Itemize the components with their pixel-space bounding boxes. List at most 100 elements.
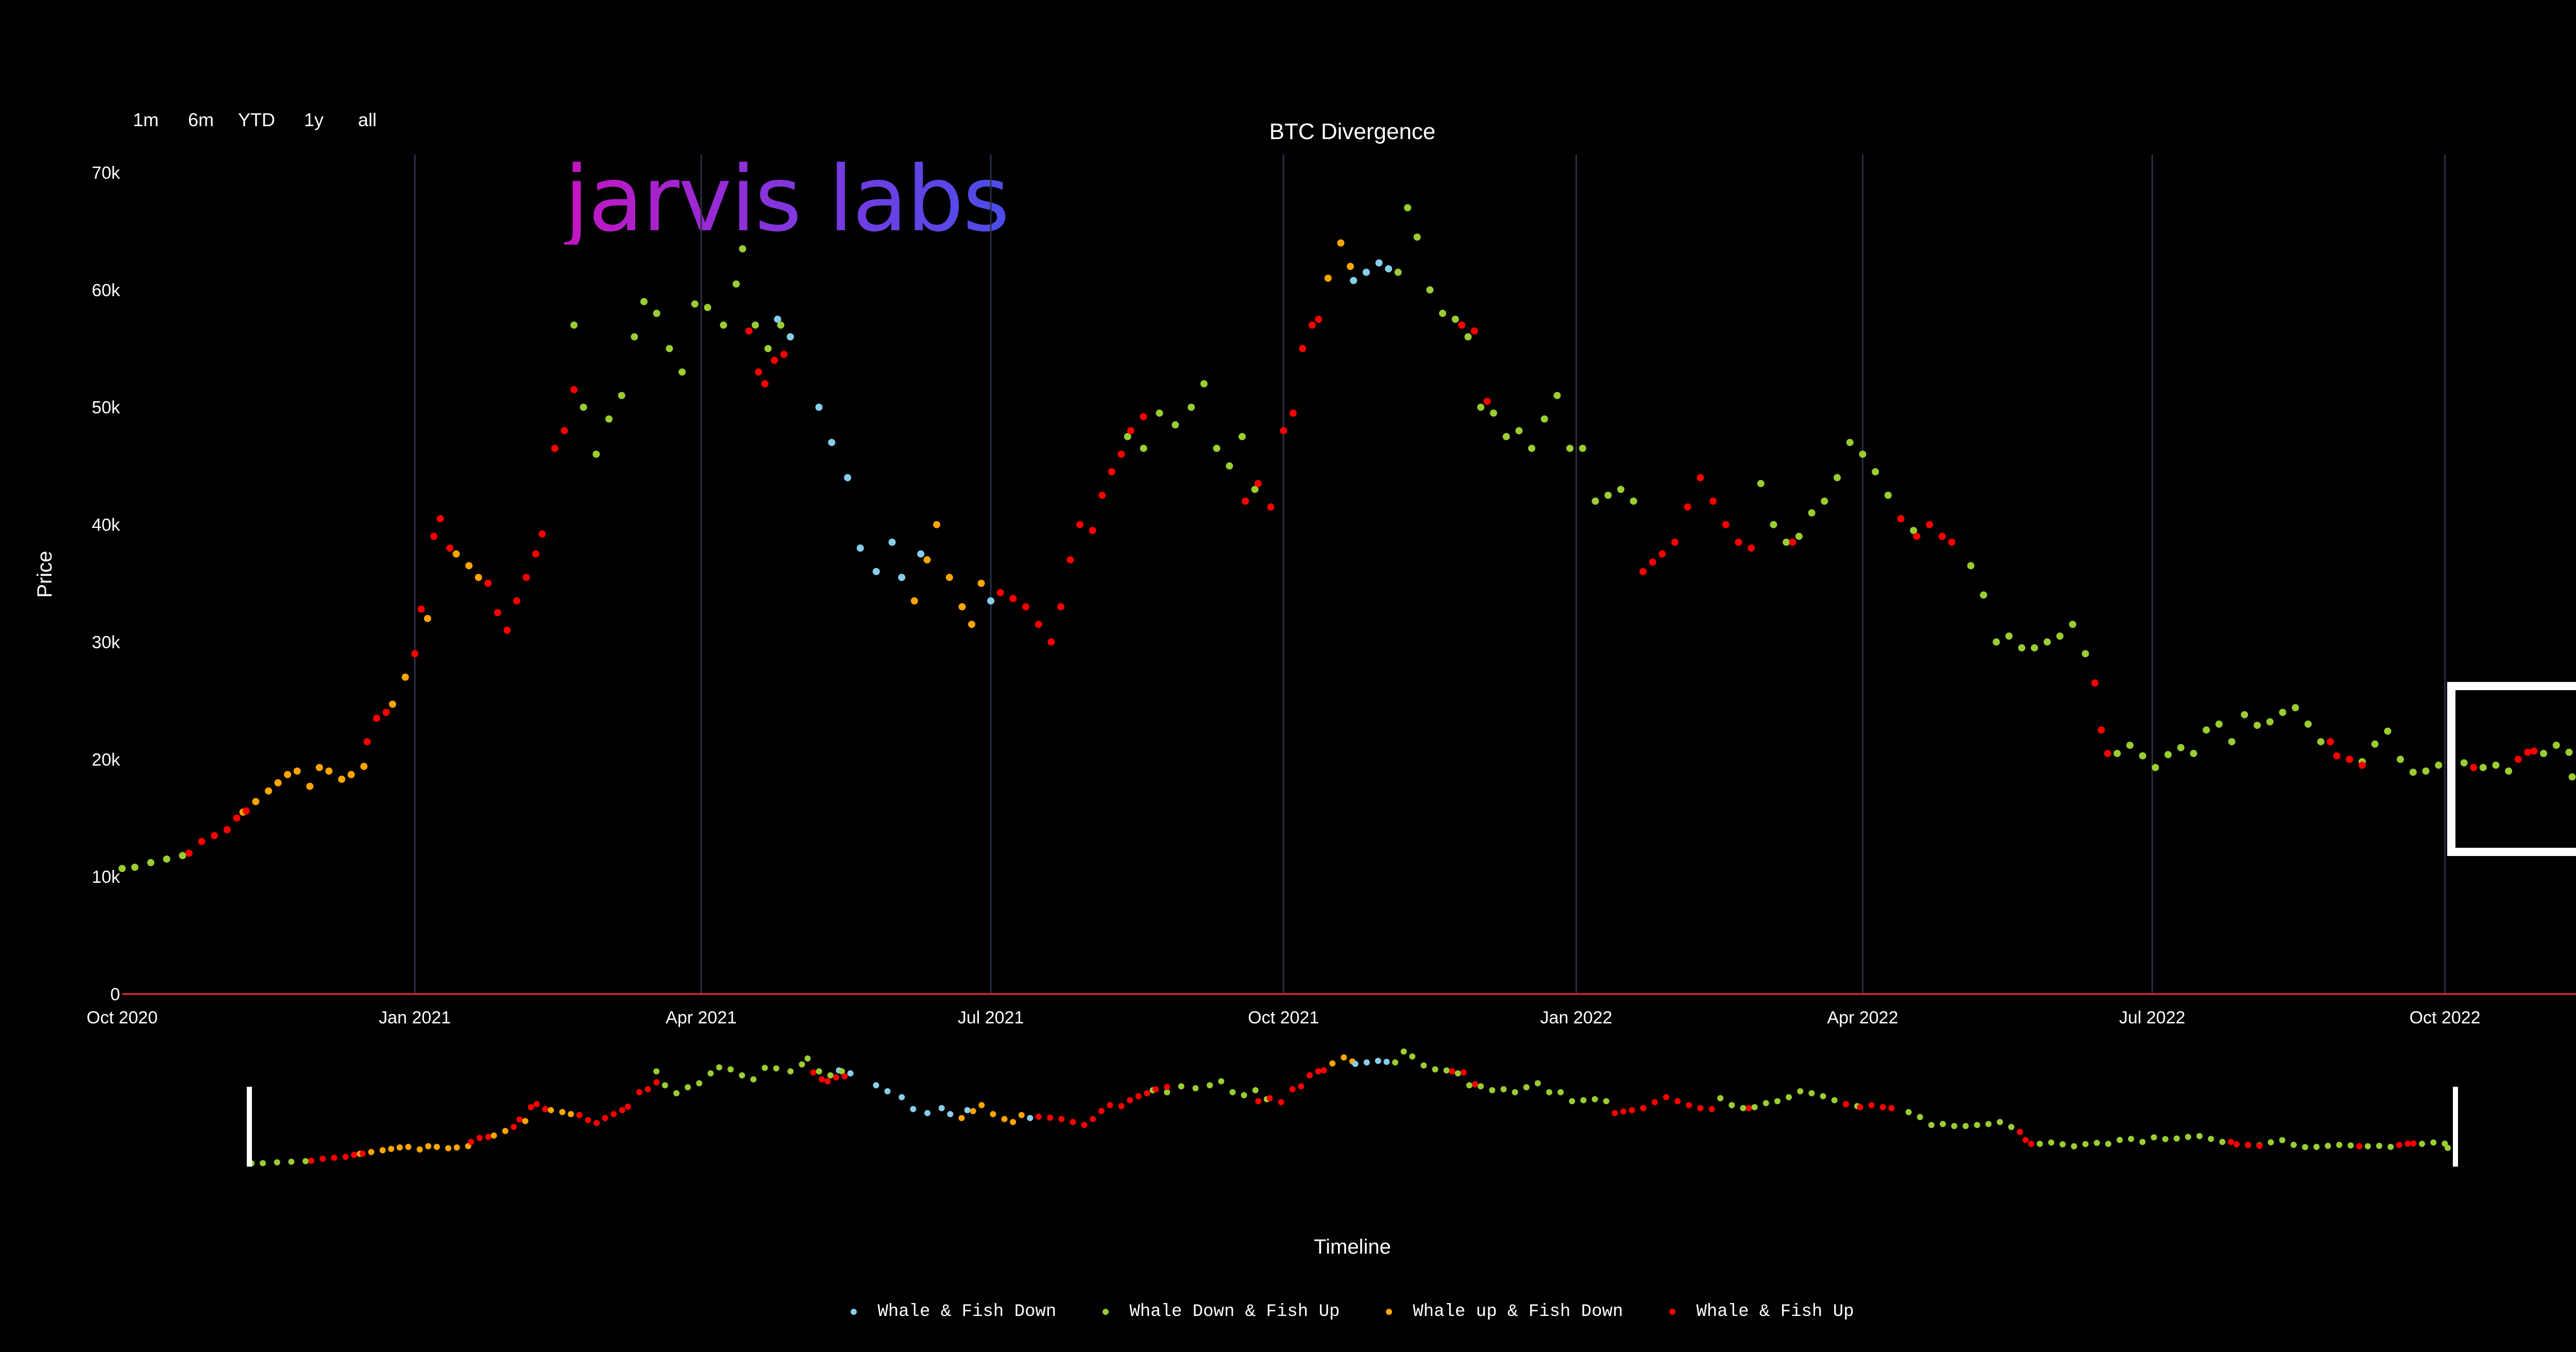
data-point: [1350, 277, 1358, 284]
data-point: [2514, 756, 2522, 763]
navigator-point: [819, 1076, 825, 1083]
navigator-left-handle[interactable]: [247, 1087, 252, 1167]
data-point: [1859, 450, 1867, 458]
data-point: [1057, 603, 1064, 611]
legend-label: Whale Down & Fish Up: [1129, 1302, 1340, 1322]
data-point: [1489, 409, 1497, 417]
zoom-selection-box[interactable]: [2447, 682, 2576, 856]
navigator-point: [379, 1147, 386, 1154]
navigator-point: [2116, 1137, 2123, 1143]
y-tick-label: 40k: [92, 516, 121, 535]
navigator-point: [1383, 1058, 1390, 1065]
navigator-point: [388, 1145, 395, 1152]
navigator-point: [1569, 1098, 1575, 1104]
legend-item[interactable]: Whale up & Fish Down: [1386, 1302, 1623, 1322]
navigator-point: [288, 1158, 295, 1165]
x-tick-label: Apr 2021: [666, 1008, 737, 1028]
navigator-point: [2059, 1141, 2066, 1148]
navigator-point: [1178, 1083, 1184, 1090]
range-navigator[interactable]: [247, 1048, 2458, 1167]
navigator-point: [1266, 1095, 1273, 1102]
data-point: [388, 700, 396, 708]
navigator-point: [1534, 1080, 1541, 1087]
data-point: [2177, 744, 2184, 751]
data-point: [1156, 409, 1163, 417]
axis-layer: Oct 2020 Jan 2021 Apr 2021 Jul 2021 Oct 2021…: [87, 163, 2576, 1028]
data-point: [347, 771, 355, 778]
y-axis-label: Price: [33, 551, 56, 597]
navigator-point: [1512, 1089, 1518, 1096]
data-point: [2279, 709, 2286, 716]
data-point: [1362, 268, 1370, 276]
data-point: [844, 474, 852, 482]
navigator-point: [2196, 1133, 2203, 1139]
navigator-point: [2173, 1135, 2180, 1142]
navigator-point: [1612, 1110, 1618, 1117]
navigator-point: [1717, 1095, 1724, 1102]
navigator-point: [1523, 1084, 1530, 1090]
navigator-point: [351, 1152, 358, 1158]
legend-item[interactable]: Whale & Fish Down: [851, 1302, 1056, 1322]
navigator-point: [2325, 1142, 2331, 1149]
data-point: [910, 597, 918, 605]
navigator-point: [1786, 1094, 1792, 1101]
navigator-point: [533, 1101, 540, 1107]
data-point: [2126, 741, 2134, 749]
data-point: [2505, 767, 2513, 775]
data-point: [704, 304, 711, 312]
range-button-1y[interactable]: 1y: [304, 109, 324, 130]
navigator-point: [978, 1102, 985, 1108]
navigator-point: [1375, 1057, 1381, 1064]
data-point: [1394, 268, 1402, 276]
navigator-point: [593, 1120, 600, 1126]
data-point: [474, 574, 482, 581]
data-point: [945, 574, 953, 581]
navigator-point: [910, 1106, 917, 1113]
data-point: [2460, 759, 2468, 767]
data-point: [580, 403, 587, 411]
data-point: [1992, 638, 2000, 646]
range-button-all[interactable]: all: [358, 109, 377, 130]
legend-item[interactable]: Whale Down & Fish Up: [1103, 1302, 1340, 1322]
navigator-point: [1289, 1086, 1296, 1092]
data-point: [561, 427, 568, 435]
navigator-point: [1127, 1097, 1133, 1104]
navigator-point: [645, 1086, 651, 1092]
data-point: [2470, 764, 2478, 772]
data-point: [1404, 204, 1412, 212]
navigator-point: [2008, 1124, 2014, 1131]
navigator-point: [2387, 1143, 2394, 1150]
data-point: [2304, 720, 2312, 728]
navigator-point: [1027, 1115, 1033, 1121]
y-tick-label: 60k: [92, 281, 121, 300]
range-button-6m[interactable]: 6m: [188, 109, 214, 130]
navigator-point: [1392, 1059, 1399, 1066]
range-button-1m[interactable]: 1m: [133, 109, 159, 130]
legend-label: Whale & Fish Up: [1696, 1302, 1854, 1322]
navigator-point: [1164, 1084, 1171, 1090]
data-point: [933, 521, 941, 528]
navigator-point: [1454, 1070, 1461, 1076]
navigator-point: [2037, 1140, 2043, 1147]
navigator-point: [2347, 1142, 2354, 1149]
navigator-right-handle[interactable]: [2453, 1087, 2458, 1167]
data-point: [917, 550, 925, 558]
navigator-point: [1857, 1104, 1863, 1110]
range-button-ytd[interactable]: YTD: [238, 109, 275, 130]
x-tick-label: Apr 2022: [1827, 1008, 1898, 1028]
data-point: [1783, 538, 1790, 546]
navigator-point: [1255, 1098, 1262, 1104]
navigator-point: [1070, 1119, 1076, 1125]
data-point: [1066, 556, 1074, 563]
data-point: [1451, 315, 1459, 323]
data-point: [1299, 345, 1307, 352]
data-point: [2568, 773, 2576, 781]
navigator-point: [1546, 1089, 1553, 1096]
data-point: [315, 764, 323, 772]
legend-item[interactable]: Whale & Fish Up: [1669, 1302, 1854, 1322]
data-point: [1967, 562, 1975, 570]
navigator-point: [1962, 1123, 1969, 1129]
x-tick-label: Oct 2022: [2410, 1008, 2481, 1028]
data-point: [2524, 748, 2532, 756]
navigator-point: [1400, 1048, 1407, 1055]
